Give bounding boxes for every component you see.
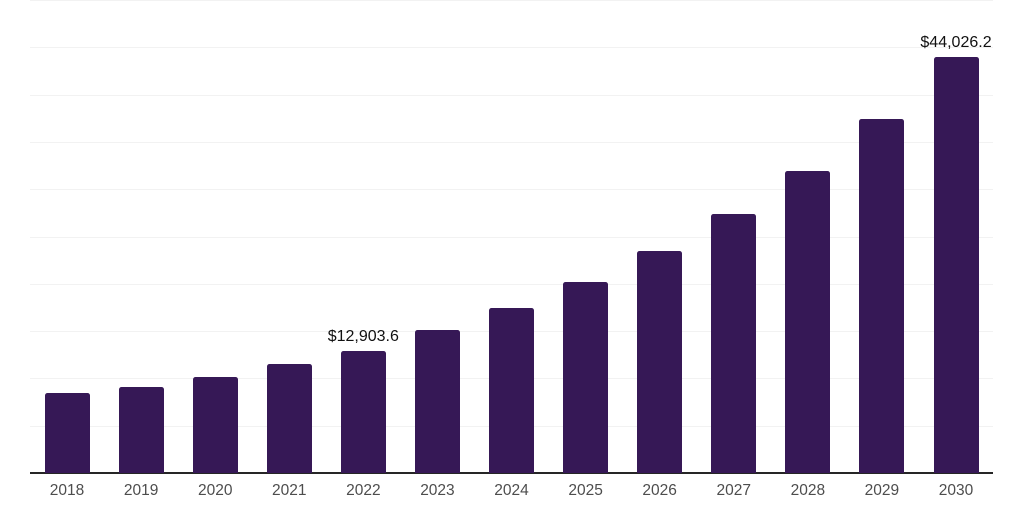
bar-2024 (489, 308, 534, 473)
x-tick-2018: 2018 (49, 482, 85, 499)
bar-2022 (340, 350, 386, 473)
x-tick-2024: 2024 (494, 482, 529, 499)
x-tick-2029: 2029 (864, 482, 900, 499)
x-tick-2021: 2021 (272, 482, 307, 499)
bar-2030 (933, 56, 979, 473)
x-tick-2030: 2030 (938, 482, 974, 499)
gridline-40000 (30, 94, 993, 96)
x-tick-2020: 2020 (197, 482, 233, 499)
bar-2027 (711, 214, 757, 473)
gridline-35000 (30, 141, 993, 143)
gridline-20000 (30, 283, 993, 285)
x-tick-2028: 2028 (790, 482, 826, 499)
x-tick-2023: 2023 (420, 482, 455, 499)
x-axis-tick-labels: 2018 2019 2020 2021 2022 2023 2024 2025 2026 2027… (30, 481, 993, 501)
x-axis-line (30, 472, 993, 474)
plot-area: $12,903.6 $44,026.2 (30, 0, 993, 474)
bar-2018 (44, 393, 90, 473)
bar-2029 (859, 119, 905, 473)
x-tick-2026: 2026 (642, 482, 677, 499)
x-tick-2022: 2022 (346, 482, 381, 499)
bar-2026 (637, 251, 683, 473)
data-label-2030: $44,026.2 (920, 33, 992, 51)
bar-2023 (414, 330, 460, 473)
x-tick-2019: 2019 (123, 482, 159, 499)
bar-2028 (785, 171, 831, 473)
gridline-30000 (30, 189, 993, 191)
data-label-2022: $12,903.6 (327, 327, 399, 345)
bar-2025 (563, 282, 609, 473)
gridline-50000 (30, 0, 993, 1)
x-tick-2025: 2025 (568, 482, 603, 499)
bar-2020 (192, 377, 238, 473)
gridline-25000 (30, 236, 993, 238)
gridline-45000 (30, 47, 993, 49)
bar-2021 (266, 364, 312, 473)
bar-2019 (118, 387, 164, 473)
x-tick-2027: 2027 (716, 482, 751, 499)
